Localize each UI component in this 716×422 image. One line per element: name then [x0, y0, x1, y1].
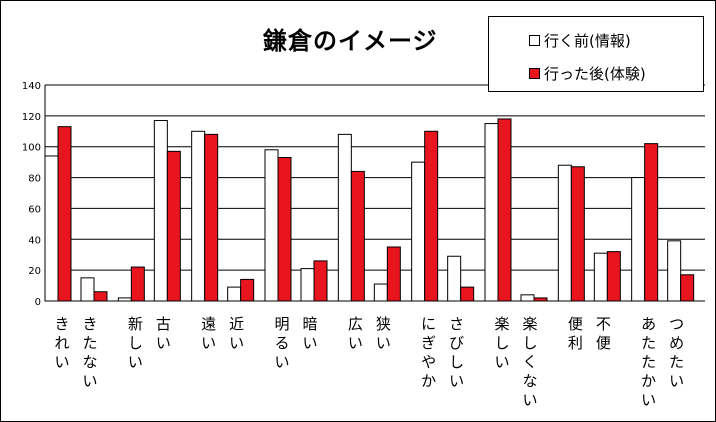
- bar: [166, 150, 181, 302]
- bar: [153, 119, 168, 302]
- bar: [386, 246, 401, 302]
- bar: [533, 297, 548, 302]
- bar: [204, 133, 219, 302]
- bar: [593, 252, 608, 302]
- bar: [570, 166, 585, 302]
- bar: [484, 123, 499, 302]
- x-tick-label: つめたい: [669, 315, 685, 390]
- bar: [313, 260, 328, 302]
- x-tick-label: きたない: [82, 315, 98, 390]
- legend-label-before: 行く前(情報): [544, 32, 631, 50]
- x-tick-label: 楽しくない: [522, 315, 538, 409]
- legend-swatch-after: [529, 68, 540, 79]
- legend-entry-after: 行った後(体験): [529, 63, 646, 84]
- y-tick-label: 80: [28, 174, 41, 185]
- legend-swatch-before: [529, 35, 540, 46]
- bar: [227, 286, 242, 302]
- x-tick-label: あたたかい: [641, 315, 657, 409]
- y-tick-label: 40: [28, 235, 41, 246]
- y-tick-label: 60: [28, 204, 41, 215]
- bar: [130, 266, 145, 302]
- x-tick-label: 遠い: [201, 315, 217, 352]
- bar: [93, 291, 108, 302]
- y-tick-label: 120: [22, 112, 41, 123]
- x-tick-label: 便利: [567, 315, 583, 352]
- x-tick-label: 狭い: [375, 315, 391, 352]
- bar: [460, 286, 475, 302]
- bar: [264, 149, 279, 302]
- bar: [300, 268, 315, 302]
- bar: [240, 278, 255, 302]
- y-tick-label: 0: [35, 297, 41, 308]
- x-tick-label: 新しい: [127, 315, 143, 371]
- y-tick-label: 100: [22, 143, 41, 154]
- bar: [424, 130, 439, 302]
- bar: [191, 130, 206, 302]
- bar: [57, 126, 72, 302]
- bar: [44, 155, 59, 302]
- chart-title: 鎌倉のイメージ: [263, 27, 438, 55]
- bar: [631, 177, 646, 302]
- bar: [373, 283, 388, 302]
- x-tick-label: 不便: [595, 315, 611, 352]
- x-tick-label: 近い: [229, 315, 245, 352]
- bar: [667, 240, 682, 302]
- x-tick-label: 広い: [347, 315, 363, 352]
- x-tick-label: にぎやか: [421, 315, 437, 390]
- bar: [606, 251, 621, 302]
- bar: [644, 143, 659, 302]
- bar: [277, 157, 292, 302]
- bar: [80, 277, 95, 302]
- bar: [350, 170, 365, 302]
- x-tick-label: 明るい: [274, 315, 290, 371]
- x-tick-label: さびしい: [449, 315, 465, 390]
- legend-entry-before: 行く前(情報): [529, 30, 631, 51]
- legend-label-after: 行った後(体験): [544, 65, 646, 83]
- x-tick-label: 楽しい: [494, 315, 510, 371]
- y-tick-label: 140: [22, 81, 41, 92]
- x-tick-label: きれい: [54, 315, 70, 371]
- bar: [497, 118, 512, 302]
- x-tick-label: 古い: [155, 315, 171, 352]
- legend: 行く前(情報) 行った後(体験): [488, 16, 704, 92]
- bar: [447, 255, 462, 302]
- bar: [520, 294, 535, 302]
- bar: [680, 274, 695, 302]
- bar: [337, 133, 352, 302]
- bar: [117, 297, 132, 302]
- x-tick-label: 暗い: [302, 315, 318, 352]
- bar: [411, 161, 426, 302]
- y-tick-label: 20: [28, 266, 41, 277]
- bar: [557, 164, 572, 302]
